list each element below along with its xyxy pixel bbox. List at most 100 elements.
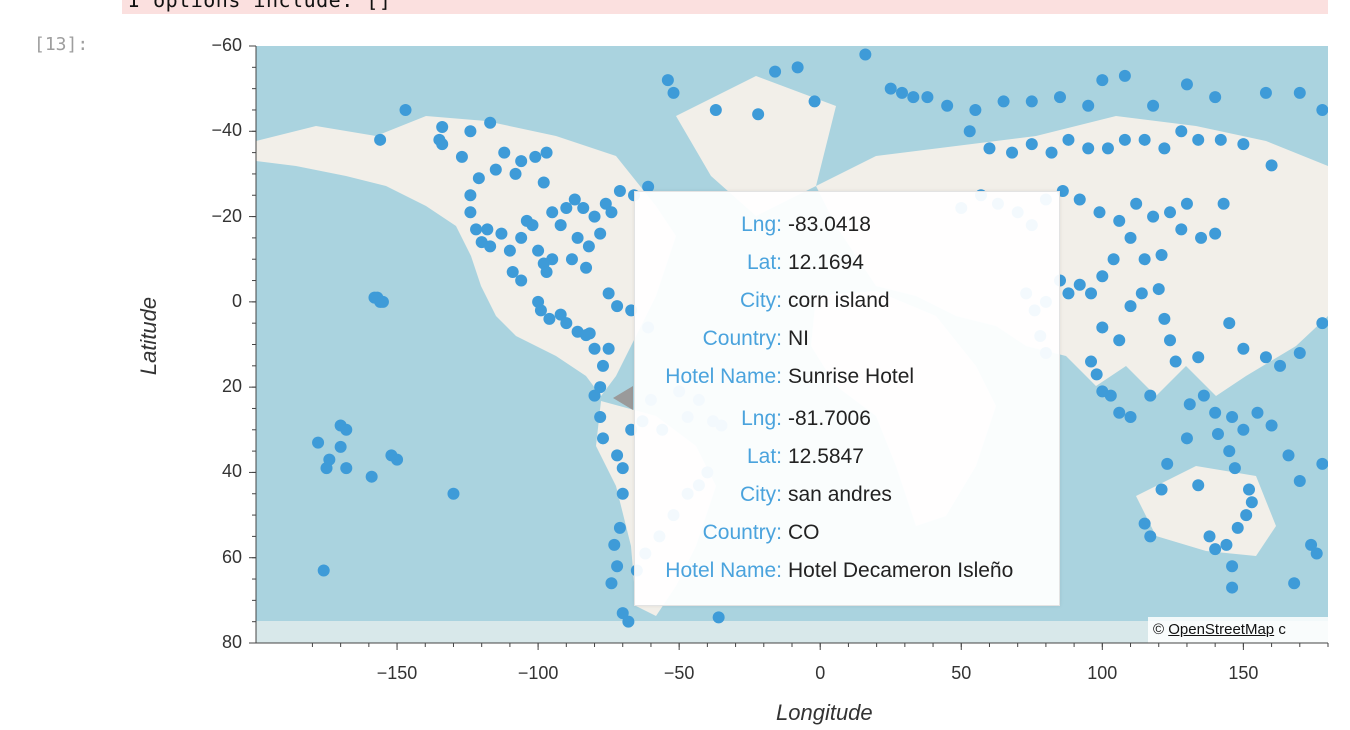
- hotel-point[interactable]: [1006, 146, 1019, 159]
- hotel-point[interactable]: [532, 244, 545, 257]
- hotel-point[interactable]: [1085, 287, 1098, 300]
- hotel-point[interactable]: [1192, 133, 1205, 146]
- hotel-point[interactable]: [907, 91, 920, 104]
- hotel-point[interactable]: [1243, 483, 1256, 496]
- hotel-point[interactable]: [580, 261, 593, 274]
- hotel-point[interactable]: [515, 155, 528, 168]
- hotel-point[interactable]: [596, 359, 609, 372]
- hotel-point[interactable]: [969, 103, 982, 116]
- hotel-point[interactable]: [1096, 270, 1109, 283]
- hotel-point[interactable]: [608, 538, 621, 551]
- hotel-point[interactable]: [560, 202, 573, 215]
- hotel-point[interactable]: [509, 167, 522, 180]
- hotel-point[interactable]: [1217, 197, 1230, 210]
- hotel-point[interactable]: [963, 125, 976, 138]
- hotel-point[interactable]: [540, 266, 553, 279]
- hotel-point[interactable]: [941, 99, 954, 112]
- hotel-point[interactable]: [616, 462, 629, 475]
- hotel-point[interactable]: [1316, 457, 1328, 470]
- hotel-point[interactable]: [1135, 287, 1148, 300]
- hotel-point[interactable]: [1152, 283, 1165, 296]
- hotel-point[interactable]: [470, 223, 483, 236]
- hotel-point[interactable]: [667, 86, 680, 99]
- hotel-point[interactable]: [1118, 69, 1131, 82]
- hotel-point[interactable]: [1124, 300, 1137, 313]
- hotel-point[interactable]: [1226, 581, 1239, 594]
- hotel-point[interactable]: [588, 210, 601, 223]
- hotel-point[interactable]: [1161, 457, 1174, 470]
- hotel-point[interactable]: [1073, 193, 1086, 206]
- hotel-point[interactable]: [540, 146, 553, 159]
- hotel-point[interactable]: [447, 487, 460, 500]
- hotel-point[interactable]: [921, 91, 934, 104]
- hotel-point[interactable]: [537, 176, 550, 189]
- hotel-point[interactable]: [1192, 351, 1205, 364]
- hotel-point[interactable]: [1214, 133, 1227, 146]
- hotel-point[interactable]: [611, 300, 624, 313]
- hotel-point[interactable]: [1192, 479, 1205, 492]
- hotel-point[interactable]: [340, 462, 353, 475]
- hotel-point[interactable]: [1113, 214, 1126, 227]
- hotel-point[interactable]: [605, 577, 618, 590]
- hotel-point[interactable]: [472, 172, 485, 185]
- hotel-point[interactable]: [543, 312, 556, 325]
- hotel-point[interactable]: [1082, 99, 1095, 112]
- hotel-point[interactable]: [1085, 355, 1098, 368]
- hotel-point[interactable]: [1223, 445, 1236, 458]
- hotel-point[interactable]: [1124, 231, 1137, 244]
- hotel-point[interactable]: [464, 125, 477, 138]
- hotel-point[interactable]: [1240, 509, 1253, 522]
- hotel-point[interactable]: [896, 86, 909, 99]
- hotel-point[interactable]: [1237, 342, 1250, 355]
- hotel-point[interactable]: [808, 95, 821, 108]
- hotel-point[interactable]: [1183, 398, 1196, 411]
- openstreetmap-link[interactable]: OpenStreetMap: [1168, 621, 1275, 638]
- hotel-point[interactable]: [642, 180, 655, 193]
- hotel-point[interactable]: [503, 244, 516, 257]
- hotel-point[interactable]: [323, 453, 336, 466]
- hotel-point[interactable]: [1175, 125, 1188, 138]
- hotel-point[interactable]: [340, 423, 353, 436]
- hotel-point[interactable]: [983, 142, 996, 155]
- hotel-point[interactable]: [752, 108, 765, 121]
- hotel-point[interactable]: [588, 342, 601, 355]
- hotel-point[interactable]: [1082, 142, 1095, 155]
- hotel-point[interactable]: [554, 308, 567, 321]
- hotel-point[interactable]: [1265, 419, 1278, 432]
- hotel-point[interactable]: [1237, 138, 1250, 151]
- hotel-point[interactable]: [1195, 231, 1208, 244]
- hotel-point[interactable]: [495, 227, 508, 240]
- hotel-point[interactable]: [1138, 253, 1151, 266]
- hotel-point[interactable]: [594, 410, 607, 423]
- hotel-point[interactable]: [611, 560, 624, 573]
- hotel-point[interactable]: [712, 611, 725, 624]
- hotel-point[interactable]: [1226, 560, 1239, 573]
- hotel-point[interactable]: [1274, 359, 1287, 372]
- hotel-point[interactable]: [1231, 521, 1244, 534]
- hotel-point[interactable]: [1107, 253, 1120, 266]
- hotel-point[interactable]: [312, 436, 325, 449]
- hotel-point[interactable]: [1265, 159, 1278, 172]
- hotel-point[interactable]: [568, 193, 581, 206]
- hotel-point[interactable]: [1062, 287, 1075, 300]
- hotel-point[interactable]: [1169, 355, 1182, 368]
- hotel-point[interactable]: [1203, 530, 1216, 543]
- hotel-point[interactable]: [481, 223, 494, 236]
- hotel-point[interactable]: [365, 470, 378, 483]
- hotel-point[interactable]: [1096, 321, 1109, 334]
- hotel-point[interactable]: [582, 240, 595, 253]
- hotel-point[interactable]: [385, 449, 398, 462]
- hotel-point[interactable]: [1101, 142, 1114, 155]
- hotel-point[interactable]: [334, 440, 347, 453]
- hotel-point[interactable]: [1138, 133, 1151, 146]
- hotel-point[interactable]: [1113, 334, 1126, 347]
- hotel-point[interactable]: [489, 163, 502, 176]
- hotel-point[interactable]: [577, 202, 590, 215]
- hotel-point[interactable]: [1158, 312, 1171, 325]
- hotel-point[interactable]: [622, 615, 635, 628]
- hotel-point[interactable]: [599, 197, 612, 210]
- hotel-point[interactable]: [594, 381, 607, 394]
- hotel-point[interactable]: [884, 82, 897, 95]
- hotel-point[interactable]: [1164, 334, 1177, 347]
- hotel-point[interactable]: [436, 138, 449, 151]
